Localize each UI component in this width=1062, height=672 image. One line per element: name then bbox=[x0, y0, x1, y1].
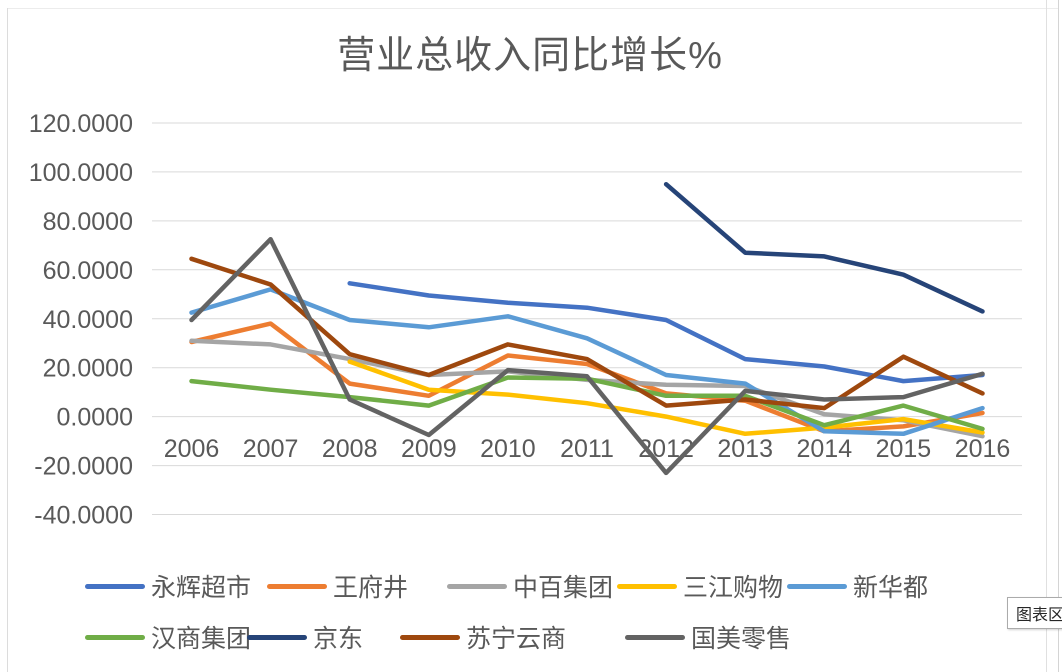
legend-label: 新华都 bbox=[853, 574, 929, 602]
legend-label: 王府井 bbox=[333, 574, 409, 602]
legend-item-中百集团[interactable]: 中百集团 bbox=[447, 568, 613, 604]
y-axis-tick-label: -20.0000 bbox=[34, 453, 133, 481]
legend-swatch bbox=[267, 583, 327, 589]
legend-label: 永辉超市 bbox=[151, 574, 252, 602]
legend-item-新华都[interactable]: 新华都 bbox=[787, 568, 928, 604]
x-axis-tick-label: 2008 bbox=[322, 435, 378, 463]
legend-swatch bbox=[625, 634, 685, 640]
legend-item-国美零售[interactable]: 国美零售 bbox=[625, 619, 791, 655]
series-line-王府井[interactable] bbox=[189, 321, 985, 434]
y-axis-tick-label: -40.0000 bbox=[34, 502, 133, 530]
series-line-京东[interactable] bbox=[663, 181, 985, 314]
chart-border-left bbox=[7, 8, 8, 672]
x-axis-tick-label: 2011 bbox=[560, 435, 614, 463]
legend-label: 苏宁云商 bbox=[466, 625, 567, 653]
y-axis-tick-label: 20.0000 bbox=[43, 355, 133, 383]
x-axis-tick-label: 2014 bbox=[796, 435, 852, 463]
y-axis-tick-label: 0.0000 bbox=[57, 404, 133, 432]
legend-item-王府井[interactable]: 王府井 bbox=[267, 568, 408, 604]
legend-item-永辉超市[interactable]: 永辉超市 bbox=[85, 568, 251, 604]
y-axis-tick-label: 80.0000 bbox=[43, 208, 133, 236]
chart-title: 营业总收入同比增长% bbox=[337, 35, 723, 77]
legend-swatch bbox=[447, 583, 507, 589]
legend-swatch bbox=[85, 634, 145, 640]
legend-item-三江购物[interactable]: 三江购物 bbox=[617, 568, 783, 604]
x-axis-tick-label: 2013 bbox=[717, 435, 773, 463]
x-axis-tick-label: 2009 bbox=[401, 435, 457, 463]
y-axis-tick-label: 120.0000 bbox=[29, 110, 133, 138]
legend-item-京东[interactable]: 京东 bbox=[247, 619, 363, 655]
legend-swatch bbox=[247, 634, 307, 640]
legend-item-汉商集团[interactable]: 汉商集团 bbox=[85, 619, 251, 655]
chart-border-top bbox=[7, 8, 1058, 9]
legend-swatch bbox=[85, 583, 145, 589]
series-line-三江购物[interactable] bbox=[347, 359, 985, 437]
x-axis-tick-label: 2015 bbox=[876, 435, 932, 463]
series-line-苏宁云商[interactable] bbox=[189, 256, 985, 411]
x-axis-tick-label: 2007 bbox=[243, 435, 299, 463]
y-axis-tick-label: 40.0000 bbox=[43, 306, 133, 334]
legend-label: 京东 bbox=[313, 625, 364, 653]
window-edge bbox=[1058, 0, 1059, 672]
y-axis-tick-label: 60.0000 bbox=[43, 257, 133, 285]
legend-label: 汉商集团 bbox=[151, 625, 252, 653]
legend-swatch bbox=[787, 583, 847, 589]
chart-border-right bbox=[1046, 0, 1047, 672]
x-axis-tick-label: 2010 bbox=[480, 435, 536, 463]
legend-label: 三江购物 bbox=[683, 574, 784, 602]
legend-swatch bbox=[617, 583, 677, 589]
x-axis-tick-label: 2006 bbox=[164, 435, 220, 463]
series-line-新华都[interactable] bbox=[189, 287, 985, 437]
legend-label: 国美零售 bbox=[691, 625, 792, 653]
legend-item-苏宁云商[interactable]: 苏宁云商 bbox=[400, 619, 566, 655]
legend-swatch bbox=[400, 634, 460, 640]
legend-label: 中百集团 bbox=[513, 574, 614, 602]
series-line-国美零售[interactable] bbox=[189, 236, 985, 476]
y-axis-tick-label: 100.0000 bbox=[29, 159, 133, 187]
x-axis-tick-label: 2016 bbox=[955, 435, 1011, 463]
chart-area-tooltip: 图表区 bbox=[1007, 597, 1062, 629]
tooltip-text: 图表区 bbox=[1016, 607, 1062, 624]
